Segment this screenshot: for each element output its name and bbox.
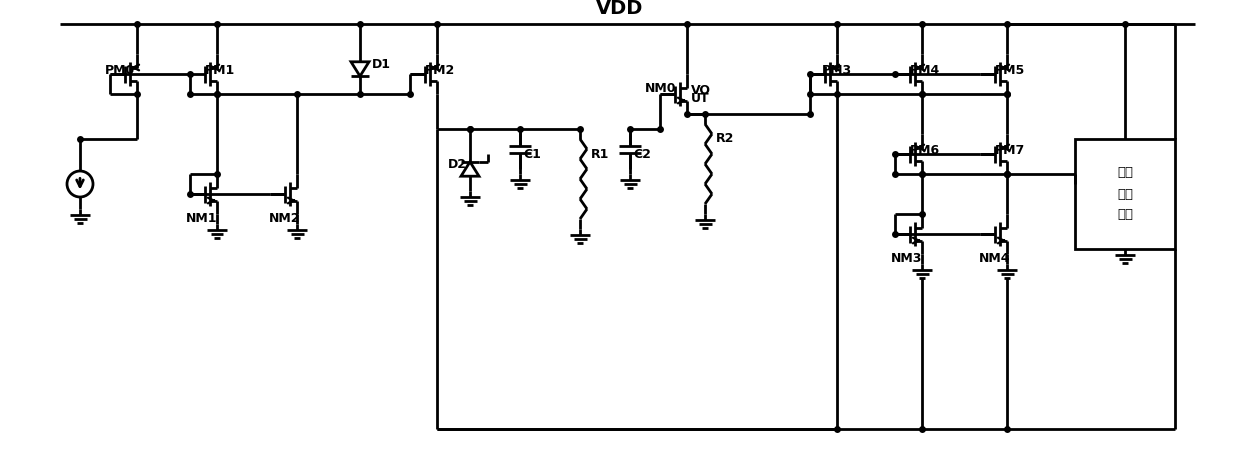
Text: C1: C1 [523, 147, 541, 161]
Text: PM5: PM5 [994, 64, 1025, 76]
Text: NM4: NM4 [980, 253, 1011, 265]
Text: D1: D1 [372, 57, 391, 71]
Text: PM6: PM6 [910, 144, 940, 156]
Text: VDD: VDD [596, 0, 644, 18]
Text: NM0: NM0 [645, 82, 677, 95]
Text: PM7: PM7 [994, 144, 1025, 156]
Text: PM4: PM4 [910, 64, 940, 76]
Text: UT: UT [691, 92, 709, 106]
Text: PM3: PM3 [822, 64, 852, 76]
Text: PM0: PM0 [105, 64, 135, 76]
Text: VO: VO [691, 83, 711, 97]
Text: PM1: PM1 [205, 64, 236, 76]
Text: NM2: NM2 [269, 212, 301, 226]
Text: D2: D2 [448, 157, 467, 171]
Text: PM2: PM2 [425, 64, 455, 76]
Text: NM1: NM1 [186, 212, 218, 226]
Text: 输入
电压
比较: 输入 电压 比较 [1117, 166, 1133, 221]
Text: C2: C2 [632, 147, 651, 161]
Text: NM3: NM3 [892, 253, 923, 265]
Text: R2: R2 [715, 133, 734, 146]
Text: R1: R1 [591, 147, 609, 161]
Bar [1075, 139, 1176, 249]
